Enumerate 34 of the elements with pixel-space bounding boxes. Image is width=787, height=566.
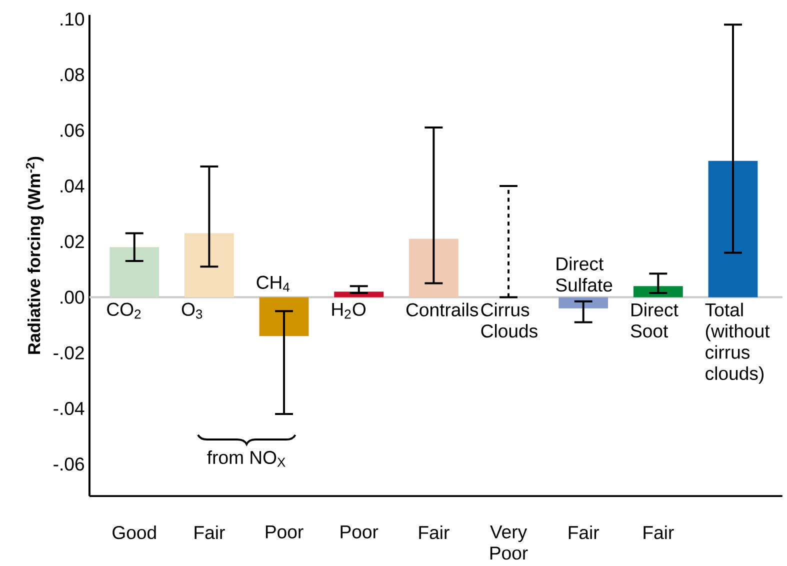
y-axis-title: Radiative forcing (Wm$^{-2}$) [26, 157, 44, 354]
x-tick-label: Cirrus Clouds [481, 302, 538, 338]
annotation: from NO$_{X}$ [207, 450, 286, 467]
y-tick-label: .04 [60, 180, 84, 193]
x-tick-label: CH$_{4}$ [256, 276, 290, 292]
y-tick-label: .00 [60, 290, 84, 304]
y-tick-label: -.06 [54, 458, 84, 471]
bar [633, 286, 683, 298]
y-tick-label: .02 [60, 235, 84, 248]
bar [184, 233, 234, 298]
x-tick-label: Total (without cirrus clouds) [705, 302, 770, 384]
bar [408, 238, 458, 298]
y-tick-label: -.04 [54, 402, 84, 416]
y-tick-label: -.02 [54, 346, 84, 360]
text: Fair [644, 526, 674, 540]
x-tick-label: O$_{3}$ [182, 302, 202, 319]
x-tick-label: CO$_{2}$ [107, 302, 141, 319]
text: Very Poor [490, 526, 528, 560]
y-tick-label: .08 [60, 68, 84, 82]
x-tick-label: H$_{2}$O [332, 302, 366, 319]
y-tick-label: .10 [60, 12, 84, 26]
bar [708, 161, 758, 298]
text: Good [112, 526, 156, 540]
bar [110, 247, 160, 298]
y-tick-label: .06 [60, 124, 84, 138]
x-tick-label: Direct Sulfate [556, 256, 612, 292]
text: Poor [266, 526, 304, 539]
text: Fair [419, 526, 450, 540]
x-tick-label: Contrails [406, 302, 478, 317]
x-tick-label: Direct Soot [630, 302, 678, 338]
bar [259, 297, 309, 336]
text: Fair [194, 526, 225, 540]
text: Poor [340, 526, 378, 539]
text: Fair [568, 526, 600, 540]
